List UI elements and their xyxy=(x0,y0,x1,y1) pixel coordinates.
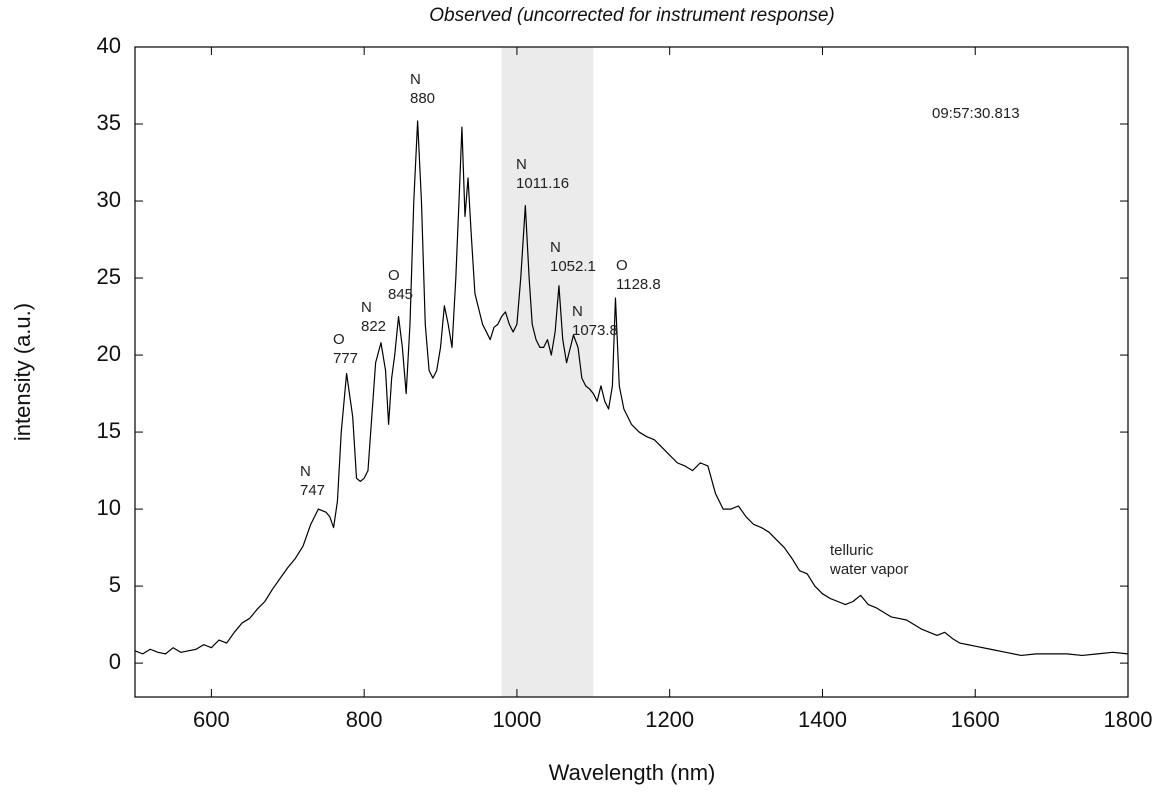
x-tick-label: 1400 xyxy=(798,707,847,732)
annotation: N xyxy=(572,303,583,320)
annotation: 1052.1 xyxy=(550,258,596,275)
annotation: telluric xyxy=(830,542,874,559)
y-tick-label: 10 xyxy=(97,495,121,520)
y-tick-label: 15 xyxy=(97,418,121,443)
spectrum-line xyxy=(134,120,1129,657)
annotation: 747 xyxy=(300,482,325,499)
plot-frame xyxy=(134,46,1129,698)
x-tick-label: 800 xyxy=(346,707,383,732)
annotation: 1073.8 xyxy=(572,322,618,339)
y-tick-label: 30 xyxy=(97,187,121,212)
annotation: 880 xyxy=(410,90,435,107)
annotation: O xyxy=(616,257,628,274)
x-tick-label: 1200 xyxy=(645,707,694,732)
annotation: N xyxy=(300,463,311,480)
y-axis-title: intensity (a.u.) xyxy=(10,303,35,441)
y-tick-label: 35 xyxy=(97,110,121,135)
annotation: 1011.16 xyxy=(516,175,569,192)
annotation: 822 xyxy=(361,318,386,335)
y-tick-label: 40 xyxy=(97,33,121,58)
highlight-band xyxy=(501,47,594,697)
annotation: 1128.8 xyxy=(616,276,661,293)
x-axis-title: Wavelength (nm) xyxy=(549,760,716,785)
y-tick-label: 5 xyxy=(109,572,121,597)
x-tick-label: 600 xyxy=(193,707,230,732)
annotation: O xyxy=(333,331,345,348)
annotation: N xyxy=(361,299,372,316)
annotation: 777 xyxy=(333,350,358,367)
y-tick-label: 25 xyxy=(97,264,121,289)
x-tick-label: 1000 xyxy=(492,707,541,732)
x-tick-label: 1600 xyxy=(951,707,1000,732)
annotation: N xyxy=(550,239,561,256)
annotation: O xyxy=(388,267,400,284)
annotation: water vapor xyxy=(829,561,908,578)
annotation: 09:57:30.813 xyxy=(932,105,1020,122)
y-tick-label: 0 xyxy=(109,649,121,674)
y-tick-label: 20 xyxy=(97,341,121,366)
annotation: N xyxy=(516,156,527,173)
annotation: N xyxy=(410,71,421,88)
chart-title: Observed (uncorrected for instrument res… xyxy=(429,5,835,26)
annotation: 845 xyxy=(388,286,413,303)
x-tick-label: 1800 xyxy=(1104,707,1153,732)
